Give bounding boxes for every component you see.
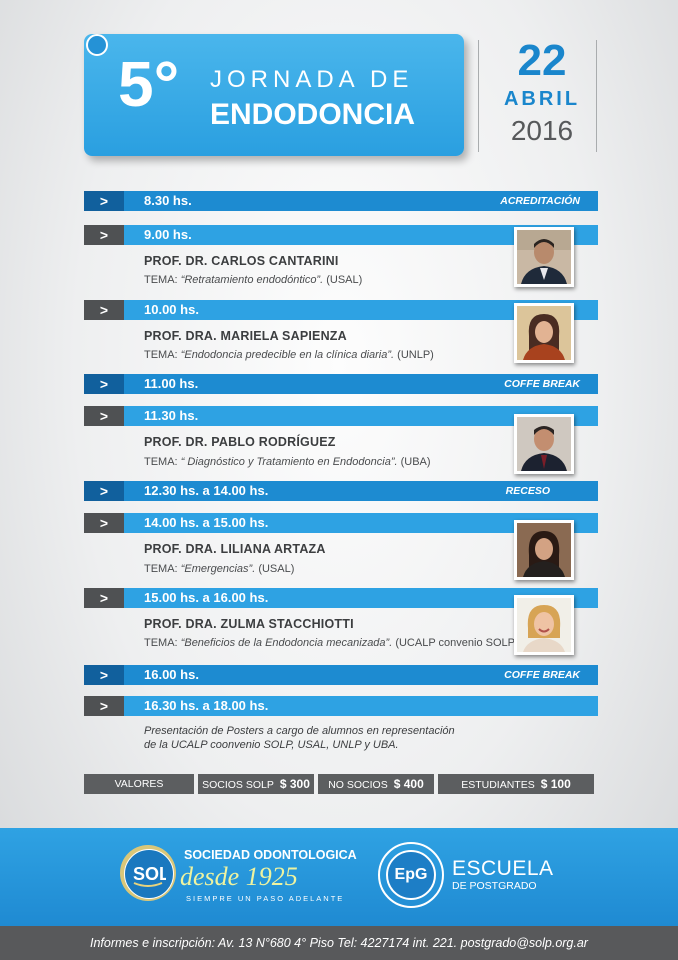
row-time: 8.30 hs. [144, 193, 192, 208]
row-tag: COFFE BREAK [504, 669, 580, 681]
schedule-row: > 16.30 hs. a 18.00 hs. [84, 696, 598, 716]
divider-right [596, 40, 597, 152]
divider-left [478, 40, 479, 152]
row-time: 11.00 hs. [144, 376, 199, 391]
speaker-topic: TEMA: “Emergencias”. (USAL) [144, 563, 295, 575]
arrow-icon: > [84, 481, 124, 501]
arrow-icon: > [84, 225, 124, 245]
date-day: 22 [517, 36, 567, 85]
arrow-icon: > [84, 406, 124, 426]
edition-number: 5° [118, 48, 180, 120]
row-time: 10.00 hs. [144, 302, 199, 317]
schedule-row: > 11.30 hs. [84, 406, 598, 426]
arrow-icon: > [84, 191, 124, 211]
date-year: 2016 [510, 115, 574, 146]
title-line-1: JORNADA DE [210, 66, 414, 93]
speaker-topic: TEMA: “Beneficios de la Endodoncia mecan… [144, 637, 519, 649]
poster-note: Presentación de Posters a cargo de alumn… [144, 725, 455, 751]
speaker-name: PROF. DR. CARLOS CANTARINI [144, 254, 339, 268]
speaker-name: PROF. DRA. MARIELA SAPIENZA [144, 329, 347, 343]
escuela-subtitle: DE POSTGRADO [452, 880, 537, 892]
price-estudiantes: ESTUDIANTES $ 100 [438, 774, 594, 794]
speaker-photo [514, 595, 574, 655]
info-bar: Informes e inscripción: Av. 13 N°680 4° … [0, 926, 678, 960]
speaker-topic: TEMA: “Endodoncia predecible en la clíni… [144, 349, 434, 361]
sol-since: desde 1925 [180, 862, 298, 891]
speaker-name: PROF. DRA. LILIANA ARTAZA [144, 542, 326, 556]
schedule-row: > 16.00 hs. COFFE BREAK [84, 665, 598, 685]
speaker-name: PROF. DR. PABLO RODRÍGUEZ [144, 435, 336, 449]
title-line-2: ENDODONCIA [210, 98, 416, 131]
arrow-icon: > [84, 696, 124, 716]
arrow-icon: > [84, 300, 124, 320]
escuela-title: ESCUELA [452, 857, 554, 880]
schedule-row: > 14.00 hs. a 15.00 hs. [84, 513, 598, 533]
arrow-icon: > [84, 513, 124, 533]
schedule-row: > 9.00 hs. [84, 225, 598, 245]
arrow-icon: > [84, 665, 124, 685]
price-no-socios: NO SOCIOS $ 400 [318, 774, 434, 794]
arrow-icon: > [84, 374, 124, 394]
speaker-photo [514, 227, 574, 287]
row-time: 11.30 hs. [144, 408, 199, 423]
speaker-photo [514, 414, 574, 474]
row-time: 16.30 hs. a 18.00 hs. [144, 698, 269, 713]
arrow-icon: > [84, 588, 124, 608]
price-valores: VALORES [84, 774, 194, 794]
row-tag: ACREDITACIÓN [500, 195, 580, 207]
price-socios: SOCIOS SOLP $ 300 [198, 774, 314, 794]
date-month: ABRIL [503, 88, 581, 110]
schedule-row: > 10.00 hs. [84, 300, 598, 320]
speaker-photo [514, 303, 574, 363]
speaker-name: PROF. DRA. ZULMA STACCHIOTTI [144, 617, 354, 631]
footer-band [0, 828, 678, 926]
schedule-row: > 11.00 hs. COFFE BREAK [84, 374, 598, 394]
schedule-row: > 12.30 hs. a 14.00 hs. RECESO [84, 481, 598, 501]
epg-mark: EpG [394, 866, 428, 883]
speaker-topic: TEMA: “ Diagnóstico y Tratamiento en End… [144, 456, 431, 468]
row-tag: COFFE BREAK [504, 378, 580, 390]
title-dot [86, 34, 108, 56]
schedule-row: > 15.00 hs. a 16.00 hs. [84, 588, 598, 608]
speaker-topic: TEMA: “Retratamiento endodóntico”. (USAL… [144, 274, 363, 286]
speaker-photo [514, 520, 574, 580]
sol-title: SOCIEDAD ODONTOLOGICA [184, 848, 357, 862]
svg-text:SOL: SOL [133, 864, 166, 884]
row-time: 14.00 hs. a 15.00 hs. [144, 515, 269, 530]
title-card [84, 34, 464, 156]
schedule-row: > 8.30 hs. ACREDITACIÓN [84, 191, 598, 211]
row-time: 16.00 hs. [144, 667, 199, 682]
sol-slogan: SIEMPRE UN PASO ADELANTE [186, 894, 345, 903]
info-text: Informes e inscripción: Av. 13 N°680 4° … [90, 936, 588, 950]
row-time: 15.00 hs. a 16.00 hs. [144, 590, 269, 605]
row-time: 12.30 hs. a 14.00 hs. [144, 483, 269, 498]
row-time: 9.00 hs. [144, 227, 192, 242]
row-tag: RECESO [505, 485, 550, 497]
